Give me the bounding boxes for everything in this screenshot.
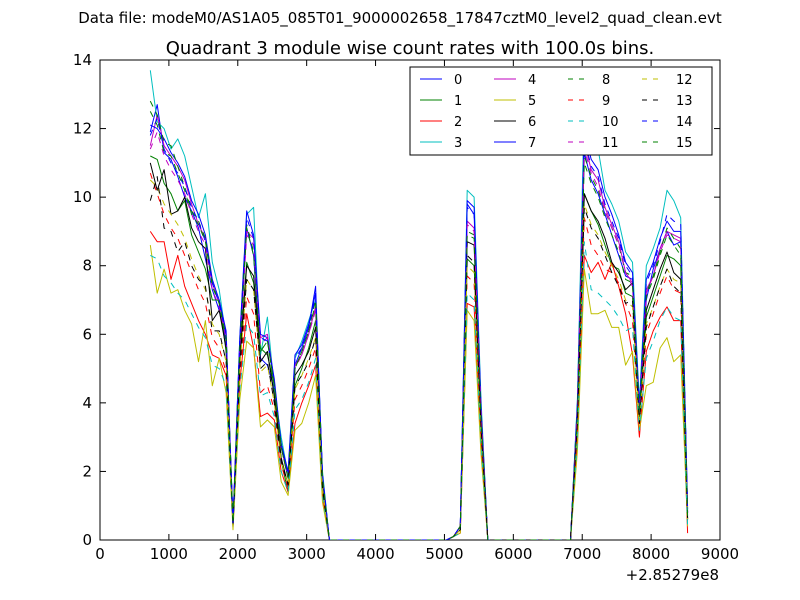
y-tick-label: 0 — [82, 531, 92, 549]
x-tick-label: 6000 — [494, 545, 532, 563]
legend-label-6: 6 — [528, 115, 536, 130]
series-line-5 — [149, 245, 689, 540]
x-tick-label: 1000 — [150, 545, 188, 563]
x-tick-label: 4000 — [356, 545, 394, 563]
series-line-15 — [149, 111, 689, 540]
series-line-14 — [149, 117, 689, 540]
legend-label-3: 3 — [454, 136, 462, 151]
series-line-13 — [149, 176, 689, 540]
legend-label-13: 13 — [676, 94, 693, 109]
y-tick-label: 2 — [82, 462, 92, 480]
series-line-2 — [149, 231, 689, 540]
x-tick-label: 8000 — [632, 545, 670, 563]
plot-area: 0 1000 2000 3000 4000 5000 6000 7000 8000 9000 0 2 4… — [73, 51, 739, 563]
legend-label-14: 14 — [676, 115, 693, 130]
y-tick-label: 8 — [82, 257, 92, 275]
series-line-3 — [149, 70, 689, 540]
legend-label-10: 10 — [602, 115, 619, 130]
x-tick-label: 9000 — [701, 545, 739, 563]
legend-label-0: 0 — [454, 73, 462, 88]
legend-label-8: 8 — [602, 73, 610, 88]
legend-label-12: 12 — [676, 73, 693, 88]
x-tick-label: 0 — [95, 545, 105, 563]
legend-label-9: 9 — [602, 94, 610, 109]
y-tick-label: 12 — [73, 120, 92, 138]
series-line-6 — [149, 162, 689, 540]
series-line-10 — [150, 241, 689, 540]
series-line-1 — [150, 155, 689, 540]
y-tick-label: 10 — [73, 188, 92, 206]
x-offset-label: +2.85279e8 — [626, 566, 719, 584]
y-tick-label: 6 — [82, 325, 92, 343]
x-tick-label: 7000 — [563, 545, 601, 563]
legend-label-7: 7 — [528, 136, 536, 151]
chart-title: Quadrant 3 module wise count rates with … — [166, 38, 655, 59]
series-line-9 — [149, 172, 689, 540]
legend-label-2: 2 — [454, 115, 462, 130]
legend-label-4: 4 — [528, 73, 536, 88]
series-lines — [149, 70, 689, 540]
y-tick-label: 4 — [82, 394, 92, 412]
series-line-8 — [149, 100, 689, 540]
legend-label-15: 15 — [676, 136, 693, 151]
legend-box — [409, 66, 713, 156]
legend-label-11: 11 — [602, 136, 619, 151]
x-tick-label: 5000 — [425, 545, 463, 563]
y-tick-label: 14 — [73, 51, 92, 69]
legend-label-5: 5 — [528, 94, 536, 109]
x-tick-label: 2000 — [219, 545, 257, 563]
series-line-11 — [149, 131, 689, 540]
file-label: Data file: modeM0/AS1A05_085T01_90000026… — [78, 9, 722, 28]
series-line-7 — [150, 124, 689, 540]
legend-label-1: 1 — [454, 94, 462, 109]
x-tick-label: 3000 — [288, 545, 326, 563]
